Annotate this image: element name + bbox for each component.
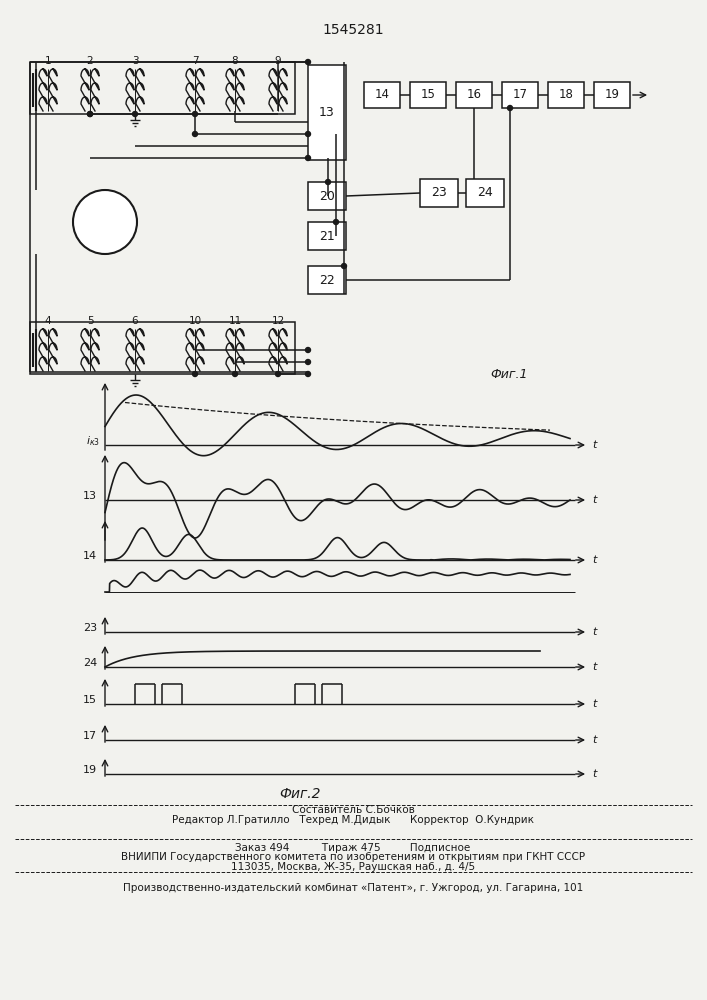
Text: 18: 18: [559, 89, 573, 102]
Bar: [308, 222, 346, 250]
Text: t: t: [592, 555, 597, 565]
Text: 7: 7: [192, 56, 198, 66]
Bar: [308, 182, 346, 210]
Circle shape: [88, 111, 93, 116]
Text: Фиг.1: Фиг.1: [490, 368, 527, 381]
Text: Составитель С.Бочков: Составитель С.Бочков: [291, 805, 414, 815]
Text: 13: 13: [319, 106, 335, 119]
Circle shape: [305, 60, 310, 64]
Text: 19: 19: [83, 765, 97, 775]
Circle shape: [233, 371, 238, 376]
Text: Фиг.2: Фиг.2: [279, 787, 321, 801]
Text: 12: 12: [271, 316, 285, 326]
Text: t: t: [592, 495, 597, 505]
Bar: [456, 82, 492, 108]
Text: 23: 23: [83, 623, 97, 633]
Text: 24: 24: [83, 658, 97, 668]
Text: t: t: [592, 699, 597, 709]
Text: 14: 14: [83, 551, 97, 561]
Bar: [30, 322, 295, 374]
Bar: [308, 266, 346, 294]
Text: 24: 24: [477, 186, 493, 200]
Bar: [548, 82, 584, 108]
Bar: [410, 82, 446, 108]
Text: 20: 20: [319, 190, 335, 202]
Text: 13: 13: [83, 491, 97, 501]
Text: t: t: [592, 769, 597, 779]
Circle shape: [192, 131, 197, 136]
Text: 17: 17: [513, 89, 527, 102]
Text: 3: 3: [132, 56, 139, 66]
Text: t: t: [592, 735, 597, 745]
Text: 4: 4: [45, 316, 52, 326]
Text: Редактор Л.Гратилло   Техред М.Дидык      Корректор  О.Кундрик: Редактор Л.Гратилло Техред М.Дидык Корре…: [172, 815, 534, 825]
Text: ВНИИПИ Государственного комитета по изобретениям и открытиям при ГКНТ СССР: ВНИИПИ Государственного комитета по изоб…: [121, 852, 585, 862]
Text: t: t: [592, 627, 597, 637]
Text: 9: 9: [275, 56, 281, 66]
Text: Производственно-издательский комбинат «Патент», г. Ужгород, ул. Гагарина, 101: Производственно-издательский комбинат «П…: [123, 883, 583, 893]
Text: 17: 17: [83, 731, 97, 741]
Bar: [308, 65, 346, 160]
Text: $i_{к3}$: $i_{к3}$: [86, 434, 100, 448]
Circle shape: [305, 371, 310, 376]
Circle shape: [305, 131, 310, 136]
Text: 23: 23: [431, 186, 447, 200]
Circle shape: [192, 111, 197, 116]
Text: 14: 14: [375, 89, 390, 102]
Circle shape: [305, 155, 310, 160]
Circle shape: [276, 371, 281, 376]
Bar: [466, 179, 504, 207]
Text: 19: 19: [604, 89, 619, 102]
Circle shape: [132, 111, 137, 116]
Circle shape: [73, 190, 137, 254]
Circle shape: [325, 180, 330, 184]
Text: 22: 22: [319, 273, 335, 286]
Bar: [364, 82, 400, 108]
Text: 1: 1: [45, 56, 52, 66]
Bar: [420, 179, 458, 207]
Text: 21: 21: [319, 230, 335, 242]
Text: 113035, Москва, Ж-35, Раушская наб., д. 4/5: 113035, Москва, Ж-35, Раушская наб., д. …: [231, 862, 475, 872]
Text: 16: 16: [467, 89, 481, 102]
Text: 6: 6: [132, 316, 139, 326]
Circle shape: [334, 220, 339, 225]
Circle shape: [305, 360, 310, 364]
Text: 15: 15: [83, 695, 97, 705]
Circle shape: [88, 111, 93, 116]
Bar: [30, 62, 295, 114]
Text: t: t: [592, 440, 597, 450]
Circle shape: [341, 263, 346, 268]
Circle shape: [508, 105, 513, 110]
Bar: [594, 82, 630, 108]
Text: 1545281: 1545281: [322, 23, 384, 37]
Text: 8: 8: [232, 56, 238, 66]
Text: 10: 10: [189, 316, 201, 326]
Text: 15: 15: [421, 89, 436, 102]
Text: 5: 5: [87, 316, 93, 326]
Text: t: t: [592, 662, 597, 672]
Circle shape: [305, 348, 310, 353]
Text: 2: 2: [87, 56, 93, 66]
Bar: [502, 82, 538, 108]
Circle shape: [192, 371, 197, 376]
Text: Заказ 494          Тираж 475         Подписное: Заказ 494 Тираж 475 Подписное: [235, 843, 471, 853]
Text: 11: 11: [228, 316, 242, 326]
